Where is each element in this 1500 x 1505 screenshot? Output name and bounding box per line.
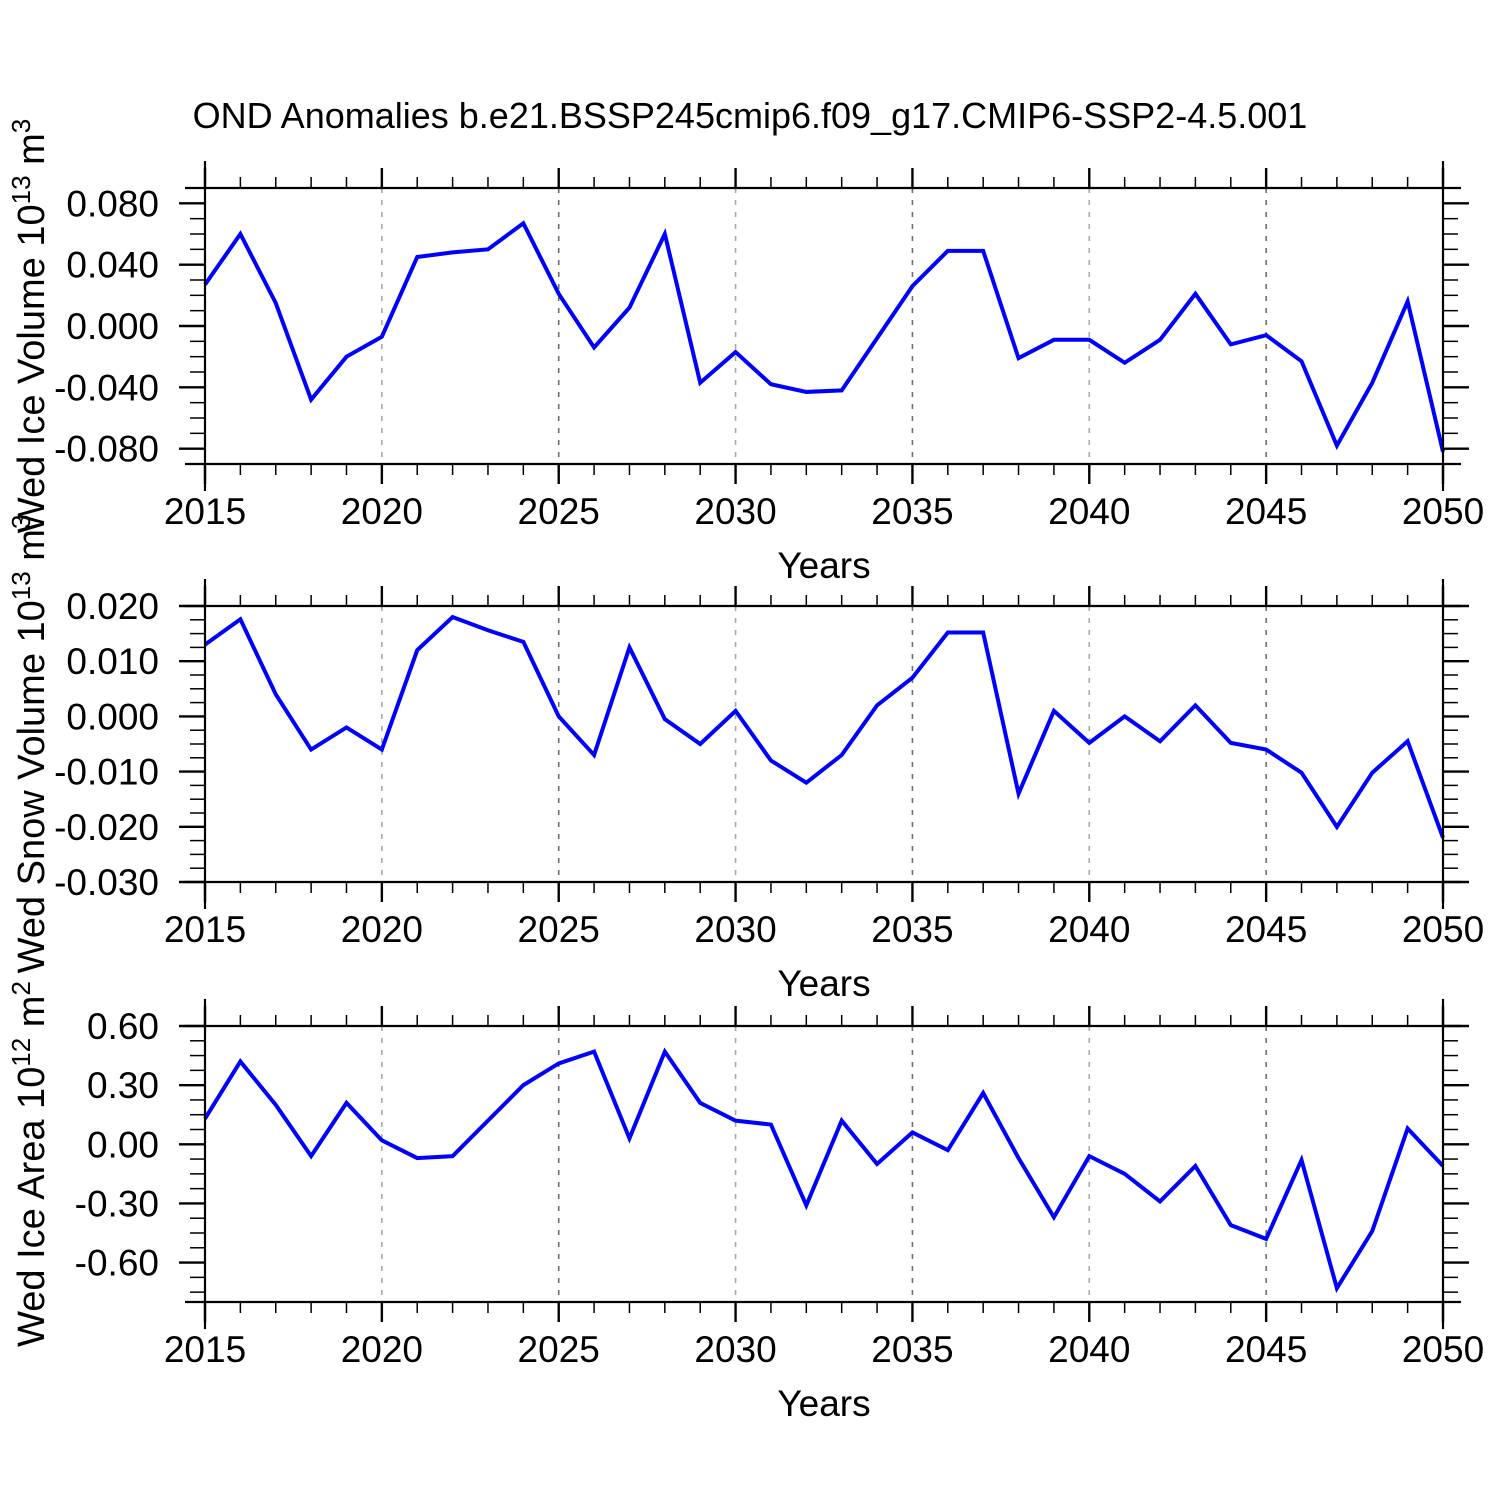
x-axis-title: Years xyxy=(777,1383,870,1424)
x-tick-label: 2030 xyxy=(694,909,776,950)
y-axis-title-segment: Wed Ice Area 10 xyxy=(11,1067,53,1347)
y-tick-label: 0.000 xyxy=(66,306,159,347)
y-axis-title-superscript: 2 xyxy=(6,981,36,995)
x-tick-label: 2040 xyxy=(1048,491,1130,532)
x-tick-label: 2040 xyxy=(1048,909,1130,950)
y-axis-title-segment: Wed Ice Volume 10 xyxy=(11,204,53,533)
y-tick-label: -0.020 xyxy=(54,807,159,848)
x-tick-label: 2045 xyxy=(1225,491,1307,532)
y-tick-label: -0.080 xyxy=(54,429,159,470)
y-axis-title-segment: Wed Snow Volume 10 xyxy=(11,600,53,973)
x-tick-label: 2050 xyxy=(1402,491,1484,532)
series-line-wed-snow-volume xyxy=(203,614,1445,839)
x-tick-label: 2025 xyxy=(518,491,600,532)
x-tick-label: 2030 xyxy=(694,1329,776,1370)
y-axis-title-segment: m xyxy=(11,529,53,571)
x-tick-label: 2030 xyxy=(694,491,776,532)
y-axis-title-text: Wed Snow Volume 1013 m3 xyxy=(6,515,53,974)
x-tick-label: 2050 xyxy=(1402,909,1484,950)
series-line-wed-ice-area xyxy=(203,1047,1445,1294)
x-tick-label: 2045 xyxy=(1225,1329,1307,1370)
series-line-wed-ice-volume xyxy=(203,220,1445,453)
y-tick-label: 0.020 xyxy=(66,586,159,627)
x-tick-label: 2015 xyxy=(164,491,246,532)
y-axis-title-text: Wed Ice Area 1012 m2 xyxy=(6,981,53,1347)
x-tick-label: 2015 xyxy=(164,909,246,950)
x-tick-label: 2020 xyxy=(341,909,423,950)
y-tick-label: 0.080 xyxy=(66,183,159,224)
x-tick-label: 2035 xyxy=(871,909,953,950)
y-axis-title-superscript: 13 xyxy=(6,571,36,600)
y-tick-label: 0.040 xyxy=(66,245,159,286)
y-tick-label: -0.60 xyxy=(75,1243,159,1284)
y-tick-label: 0.00 xyxy=(87,1124,159,1165)
x-axis-title: Years xyxy=(777,963,870,1004)
y-axis-title-wed-ice-area: Wed Ice Area 1012 m2 xyxy=(6,981,53,1347)
y-axis-title-wed-snow-volume: Wed Snow Volume 1013 m3 xyxy=(6,515,53,974)
y-tick-label: -0.30 xyxy=(75,1183,159,1224)
chart-title: OND Anomalies b.e21.BSSP245cmip6.f09_g17… xyxy=(193,95,1308,136)
x-axis-title: Years xyxy=(777,545,870,586)
x-tick-label: 2045 xyxy=(1225,909,1307,950)
y-axis-title-text: Wed Ice Volume 1013 m3 xyxy=(6,119,53,533)
y-axis-title-segment: m xyxy=(11,996,53,1038)
x-tick-label: 2015 xyxy=(164,1329,246,1370)
x-tick-label: 2035 xyxy=(871,491,953,532)
y-tick-label: -0.040 xyxy=(54,367,159,408)
panel-wed-ice-area: 0.60 0.30 0.00 -0.30 -0.60 2015 2020 2025 2030 20… xyxy=(6,981,1484,1424)
y-axis-title-superscript: 13 xyxy=(6,175,36,204)
y-axis-title-superscript: 12 xyxy=(6,1038,36,1067)
x-tick-label: 2020 xyxy=(341,1329,423,1370)
x-tick-label: 2035 xyxy=(871,1329,953,1370)
x-tick-label: 2025 xyxy=(518,909,600,950)
x-tick-label: 2020 xyxy=(341,491,423,532)
y-axis-title-superscript: 3 xyxy=(6,515,36,529)
x-tick-label: 2050 xyxy=(1402,1329,1484,1370)
x-tick-label: 2040 xyxy=(1048,1329,1130,1370)
y-tick-label: 0.000 xyxy=(66,696,159,737)
y-axis-title-wed-ice-volume: Wed Ice Volume 1013 m3 xyxy=(6,119,53,533)
y-tick-label: 0.60 xyxy=(87,1006,159,1047)
y-tick-label: -0.030 xyxy=(54,862,159,903)
y-tick-label: 0.30 xyxy=(87,1065,159,1106)
x-tick-label: 2025 xyxy=(518,1329,600,1370)
y-tick-label: 0.010 xyxy=(66,641,159,682)
y-tick-label: -0.010 xyxy=(54,752,159,793)
y-axis-title-superscript: 3 xyxy=(6,119,36,133)
y-axis-title-segment: m xyxy=(11,133,53,175)
